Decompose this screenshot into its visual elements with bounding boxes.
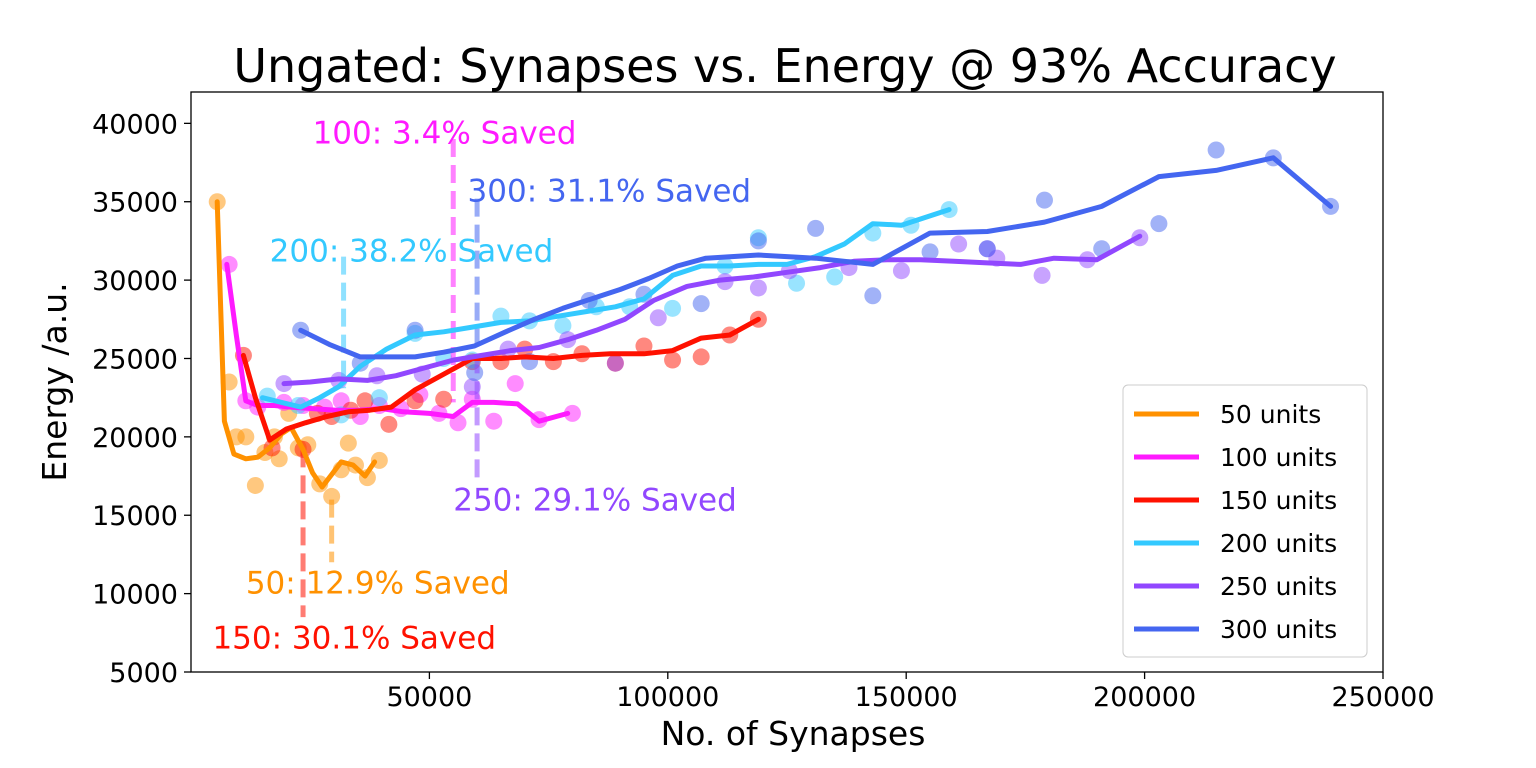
series-line-0 bbox=[214, 199, 378, 490]
x-tick-label: 50000 bbox=[386, 682, 472, 713]
series-line-5 bbox=[298, 155, 1334, 360]
data-point bbox=[892, 262, 910, 280]
data-point bbox=[864, 287, 882, 305]
data-point bbox=[635, 337, 653, 355]
data-point bbox=[1035, 191, 1053, 209]
x-tick-label: 100000 bbox=[616, 682, 719, 713]
y-tick-label: 25000 bbox=[92, 344, 178, 375]
data-point bbox=[692, 348, 710, 366]
annotation-label: 200: 38.2% Saved bbox=[270, 233, 554, 269]
legend-entry: 50 units bbox=[1220, 400, 1321, 429]
legend-entry: 200 units bbox=[1220, 529, 1337, 558]
data-point bbox=[649, 309, 667, 327]
annotation-label: 300: 31.1% Saved bbox=[468, 174, 752, 210]
annotation-label: 100: 3.4% Saved bbox=[313, 116, 577, 152]
y-tick-label: 30000 bbox=[92, 266, 178, 297]
series-line-4 bbox=[281, 233, 1143, 387]
data-point bbox=[950, 235, 968, 253]
data-point bbox=[246, 476, 264, 494]
y-tick-label: 15000 bbox=[92, 501, 178, 532]
data-point bbox=[370, 389, 388, 407]
legend-frame bbox=[1122, 384, 1368, 658]
plot-content bbox=[208, 139, 1340, 618]
data-point bbox=[323, 487, 341, 505]
legend: 50 units 100 units 150 units 200 units 250 u… bbox=[1122, 384, 1368, 658]
data-point bbox=[664, 351, 682, 369]
data-point bbox=[380, 415, 398, 433]
data-point bbox=[749, 232, 767, 250]
data-point bbox=[978, 240, 996, 258]
data-point bbox=[356, 392, 374, 410]
data-point bbox=[563, 404, 581, 422]
legend-entry: 300 units bbox=[1220, 615, 1337, 644]
annotation-label: 150: 30.1% Saved bbox=[212, 620, 496, 656]
data-point bbox=[807, 219, 825, 237]
data-point bbox=[506, 375, 524, 393]
data-point bbox=[921, 243, 939, 261]
data-point bbox=[406, 392, 424, 410]
annotation-label: 50: 12.9% Saved bbox=[246, 566, 510, 602]
data-point bbox=[788, 274, 806, 292]
data-point bbox=[692, 295, 710, 313]
axes-ticks: 50000 100000 150000 200000 250000 5000 10000 15… bbox=[92, 109, 1434, 713]
plot-frame bbox=[190, 91, 1384, 673]
x-tick-label: 250000 bbox=[1331, 682, 1434, 713]
data-point bbox=[237, 428, 255, 446]
x-tick-label: 200000 bbox=[1093, 682, 1196, 713]
y-tick-label: 40000 bbox=[92, 109, 178, 140]
data-point bbox=[606, 354, 624, 372]
y-tick-label: 20000 bbox=[92, 423, 178, 454]
data-point bbox=[1207, 141, 1225, 159]
data-point bbox=[435, 390, 453, 408]
y-axis-label: Energy /a.u. bbox=[35, 282, 74, 481]
data-point bbox=[664, 299, 682, 317]
y-tick-label: 35000 bbox=[92, 188, 178, 219]
y-tick-label: 10000 bbox=[92, 580, 178, 611]
series-line-2 bbox=[240, 316, 761, 443]
data-point bbox=[485, 412, 503, 430]
legend-entry: 250 units bbox=[1220, 572, 1337, 601]
plot-area: 100: 3.4% Saved 300: 31.1% Saved 200: 38.2… bbox=[208, 116, 1340, 656]
chart-title: Ungated: Synapses vs. Energy @ 93% Accur… bbox=[233, 39, 1336, 93]
legend-entry: 150 units bbox=[1220, 486, 1337, 515]
data-point bbox=[749, 279, 767, 297]
data-point bbox=[826, 268, 844, 286]
annotation-label: 250: 29.1% Saved bbox=[453, 483, 737, 519]
data-point bbox=[1150, 215, 1168, 233]
data-point bbox=[554, 317, 572, 335]
legend-entry: 100 units bbox=[1220, 443, 1337, 472]
data-point bbox=[339, 434, 357, 452]
y-tick-label: 5000 bbox=[109, 658, 178, 689]
data-point bbox=[1033, 266, 1051, 284]
x-axis-label: No. of Synapses bbox=[661, 714, 926, 753]
x-tick-label: 150000 bbox=[855, 682, 958, 713]
